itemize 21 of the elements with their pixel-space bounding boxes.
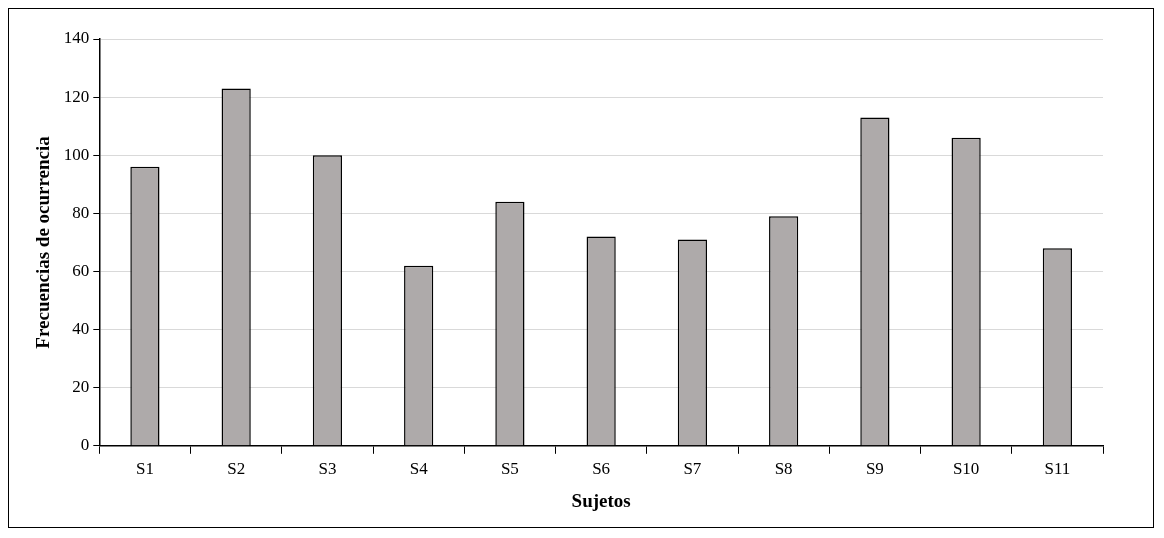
x-tick-label: S9 xyxy=(865,459,884,479)
y-tick-label: 80 xyxy=(72,202,90,222)
x-tick-label: S11 xyxy=(1044,459,1071,479)
x-tick-label: S1 xyxy=(135,459,154,479)
x-tick-label: S3 xyxy=(318,459,337,479)
y-tick-label: 0 xyxy=(80,435,90,455)
y-axis-title: Frecuencias de ocurrencia xyxy=(32,135,54,349)
y-tick-label: 60 xyxy=(72,260,90,280)
x-tick-label: S7 xyxy=(683,459,702,479)
x-tick-label: S4 xyxy=(409,459,429,479)
y-tick-label: 20 xyxy=(72,377,90,397)
x-tick-label: S5 xyxy=(500,459,519,479)
x-tick-label: S10 xyxy=(952,459,980,479)
y-tick-label: 140 xyxy=(63,28,90,48)
x-tick-label: S6 xyxy=(592,459,611,479)
x-tick-label: S2 xyxy=(227,459,246,479)
x-tick-label: S8 xyxy=(774,459,793,479)
y-tick-label: 100 xyxy=(63,144,90,164)
y-tick-label: 40 xyxy=(72,319,90,339)
y-tick-label: 120 xyxy=(63,86,90,106)
x-axis-title: Sujetos xyxy=(571,489,631,511)
